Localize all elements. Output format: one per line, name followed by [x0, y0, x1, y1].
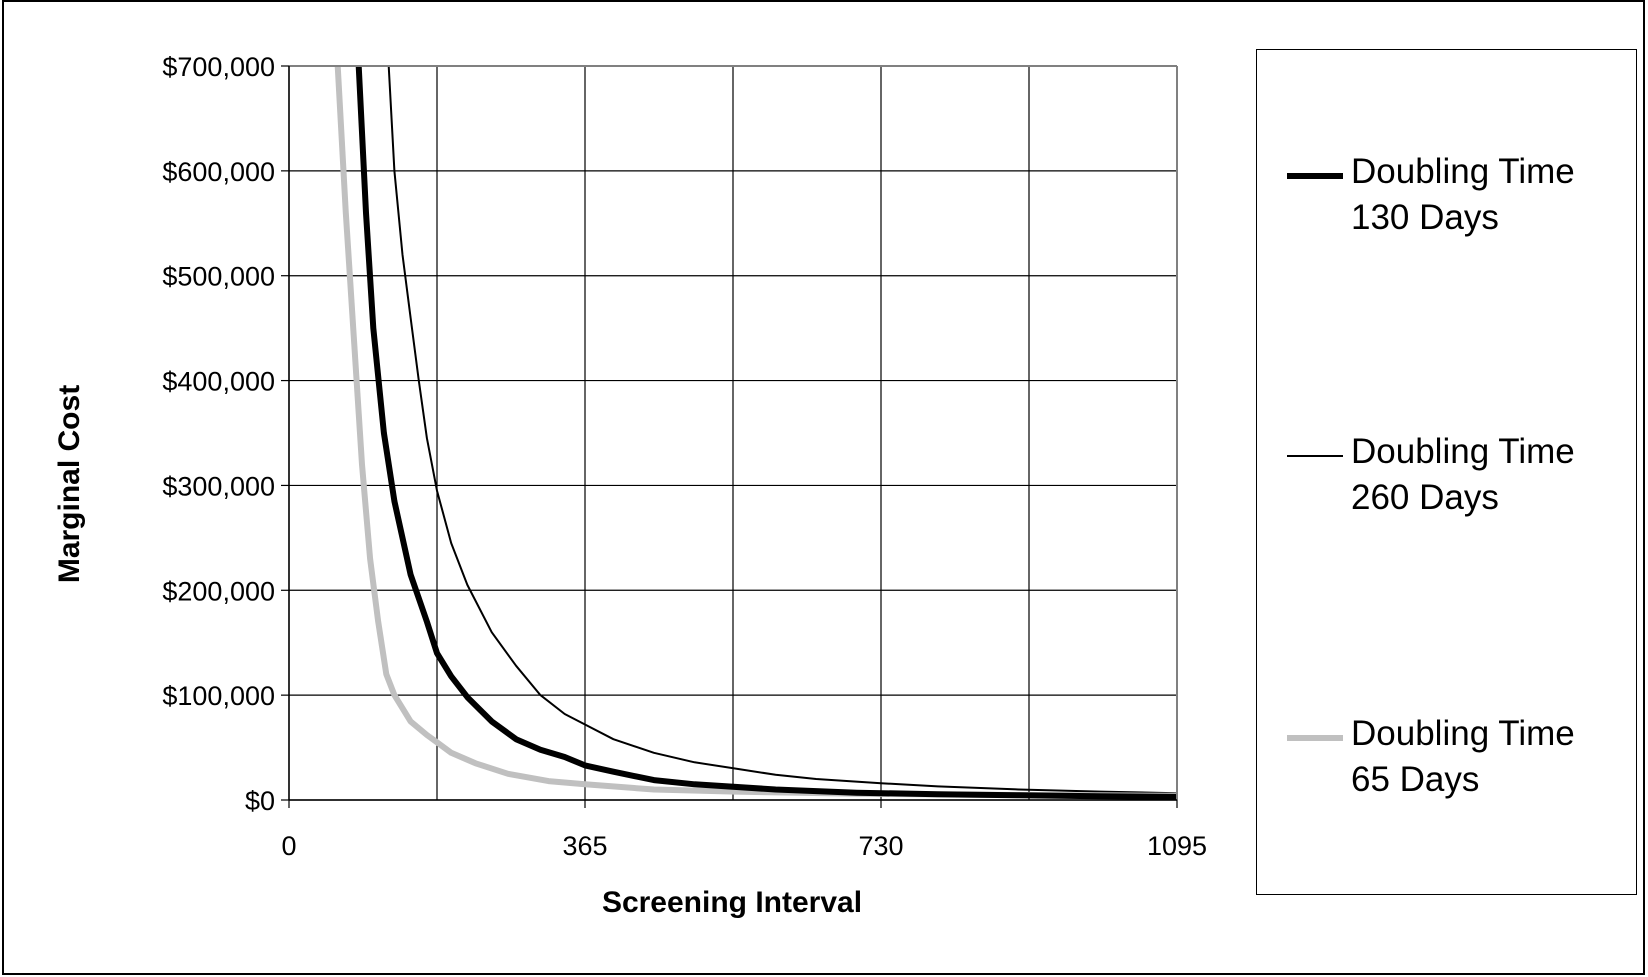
- y-axis-title: Marginal Cost: [53, 385, 86, 583]
- legend-label-260-line2: 260 Days: [1351, 478, 1499, 517]
- legend-label-130-line1: Doubling Time: [1351, 152, 1575, 191]
- legend: Doubling Time 130 Days Doubling Time 260…: [1256, 49, 1637, 895]
- y-tick-label: $700,000: [162, 52, 275, 82]
- y-tick-label: $100,000: [162, 681, 275, 711]
- x-tick-label: 1095: [1147, 831, 1207, 861]
- series-line: [387, 65, 1177, 795]
- legend-item-65: Doubling Time 65 Days: [1287, 711, 1627, 811]
- legend-label-65-line2: 65 Days: [1351, 760, 1480, 799]
- legend-label-130: Doubling Time 130 Days: [1351, 149, 1641, 241]
- legend-label-260: Doubling Time 260 Days: [1351, 429, 1641, 521]
- x-tick-label: 0: [281, 831, 296, 861]
- x-tick-label: 730: [858, 831, 903, 861]
- legend-item-130: Doubling Time 130 Days: [1287, 149, 1627, 249]
- legend-label-65: Doubling Time 65 Days: [1351, 711, 1641, 803]
- y-tick-label: $400,000: [162, 367, 275, 397]
- grid-lines: [288, 65, 1178, 801]
- legend-label-65-line1: Doubling Time: [1351, 714, 1575, 753]
- legend-item-260: Doubling Time 260 Days: [1287, 429, 1627, 529]
- y-tick-label: $200,000: [162, 576, 275, 606]
- legend-label-130-line2: 130 Days: [1351, 198, 1499, 237]
- legend-swatch-130: [1287, 173, 1343, 179]
- y-tick-label: $600,000: [162, 157, 275, 187]
- legend-swatch-260: [1287, 455, 1343, 457]
- series-line: [334, 65, 1177, 799]
- legend-swatch-65: [1287, 735, 1343, 741]
- x-tick-label: 365: [562, 831, 607, 861]
- y-tick-label: $500,000: [162, 262, 275, 292]
- series-line: [355, 65, 1177, 800]
- legend-label-260-line1: Doubling Time: [1351, 432, 1575, 471]
- axes: [281, 65, 1178, 808]
- tick-labels: $0 $100,000 $200,000 $300,000 $400,000 $500,0…: [162, 52, 1207, 861]
- y-tick-label: $0: [245, 786, 275, 816]
- y-tick-label: $300,000: [162, 471, 275, 501]
- x-axis-title: Screening Interval: [602, 886, 862, 919]
- series-lines: [334, 65, 1177, 800]
